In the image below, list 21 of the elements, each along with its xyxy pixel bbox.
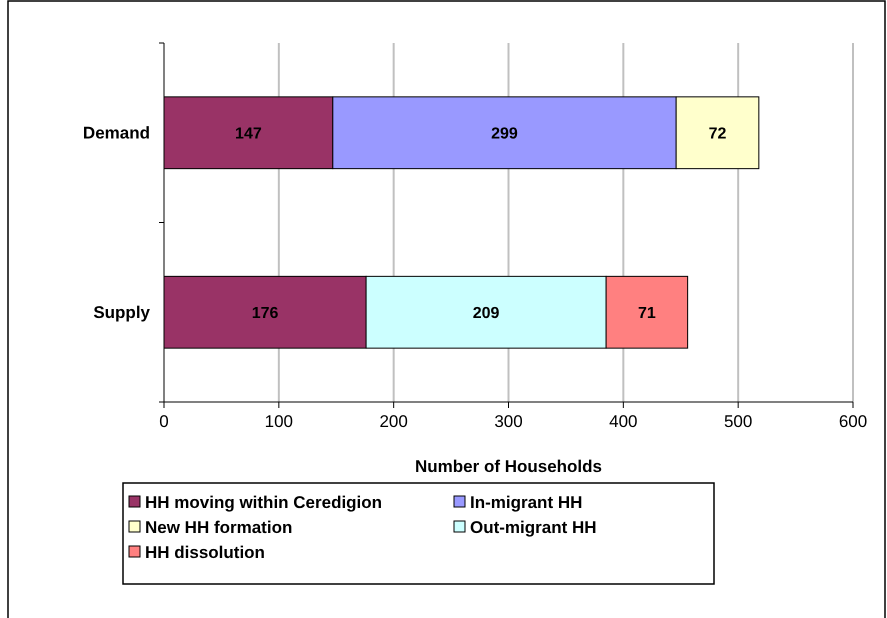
x-tick-label: 100: [264, 412, 294, 431]
data-label: 299: [491, 125, 518, 142]
data-label: 209: [472, 304, 500, 322]
data-label: 71: [638, 304, 656, 322]
x-tick-label: 400: [609, 412, 638, 431]
x-tick-label: 200: [379, 412, 408, 431]
legend-label: New HH formation: [145, 518, 292, 537]
legend-label: Out-migrant HH: [470, 518, 597, 537]
data-label: 147: [235, 125, 262, 142]
x-tick-label: 300: [494, 412, 523, 431]
data-label: 72: [708, 125, 726, 142]
data-label: 176: [252, 304, 278, 322]
legend-label: HH moving within Ceredigion: [145, 492, 382, 512]
x-tick-label: 0: [159, 412, 169, 431]
x-tick-label: 600: [838, 412, 868, 431]
legend-label: In-migrant HH: [470, 492, 582, 512]
x-tick-label: 500: [724, 412, 752, 431]
y-tick-label: Supply: [93, 303, 151, 322]
legend-label: HH dissolution: [145, 542, 265, 562]
y-tick-label: Demand: [82, 124, 150, 143]
x-axis-title: Number of Households: [414, 457, 602, 476]
